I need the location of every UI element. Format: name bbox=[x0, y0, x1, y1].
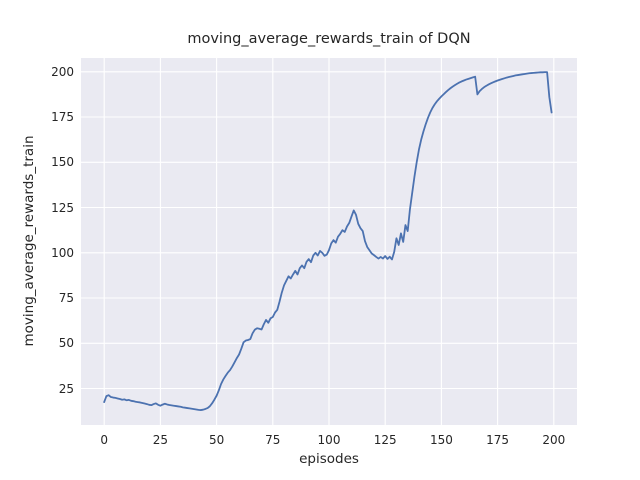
y-tick-label: 75 bbox=[58, 291, 74, 305]
x-tick-label: 0 bbox=[100, 433, 108, 447]
y-axis-label: moving_average_rewards_train bbox=[21, 135, 37, 347]
x-tick-label: 100 bbox=[317, 433, 341, 447]
chart-title: moving_average_rewards_train of DQN bbox=[187, 31, 471, 47]
x-tick-label: 175 bbox=[486, 433, 510, 447]
y-tick-label: 50 bbox=[58, 336, 74, 351]
x-tick-label: 125 bbox=[373, 433, 397, 447]
y-tick-label: 125 bbox=[51, 200, 74, 215]
x-tick-label: 200 bbox=[542, 433, 566, 447]
x-tick-label: 25 bbox=[152, 433, 169, 447]
x-tick-label: 150 bbox=[429, 433, 453, 447]
x-axis-label: episodes bbox=[299, 451, 359, 467]
y-tick-label: 25 bbox=[58, 381, 74, 396]
y-tick-label: 175 bbox=[51, 110, 74, 124]
x-tick-label: 50 bbox=[208, 433, 225, 447]
x-tick-label: 75 bbox=[265, 433, 281, 447]
y-tick-label: 100 bbox=[51, 245, 74, 260]
gridlines bbox=[81, 58, 577, 425]
y-tick-label: 150 bbox=[51, 155, 74, 170]
series-line bbox=[103, 71, 553, 411]
y-tick-label: 200 bbox=[51, 64, 74, 79]
